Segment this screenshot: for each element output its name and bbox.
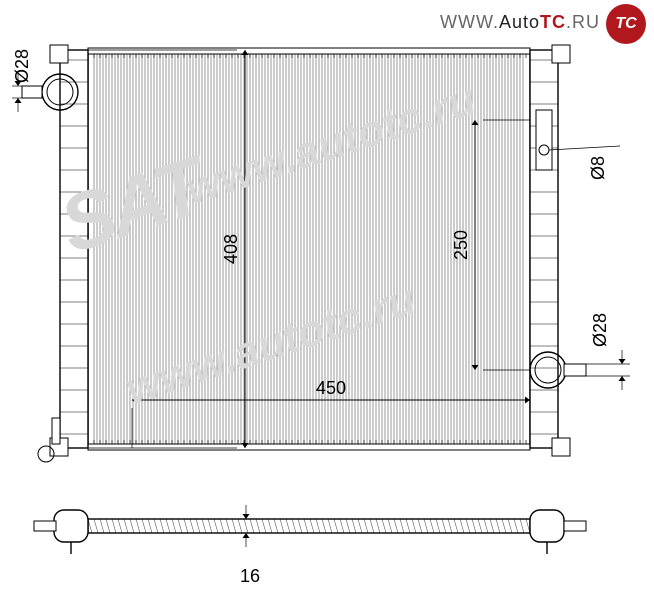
drawing-canvas: 450 408 250 Ø28 Ø28 Ø8 16 xyxy=(0,0,654,600)
watermark-url: WWW.AutoTC.RU xyxy=(440,12,600,33)
svg-text:450: 450 xyxy=(316,378,346,398)
svg-text:250: 250 xyxy=(451,230,471,260)
watermark-logo: TC xyxy=(606,4,646,44)
watermark-logo-text: TC xyxy=(615,15,636,33)
watermark-logo-text-inline: TC xyxy=(540,12,566,32)
watermark-url-suffix: .RU xyxy=(566,12,600,32)
svg-text:Ø28: Ø28 xyxy=(590,313,610,347)
svg-text:16: 16 xyxy=(240,566,260,586)
watermark-url-prefix: WWW. xyxy=(440,12,499,32)
svg-text:Ø28: Ø28 xyxy=(12,49,32,83)
watermark-url-mid: Auto xyxy=(499,12,540,32)
svg-text:Ø8: Ø8 xyxy=(588,156,608,180)
svg-text:408: 408 xyxy=(221,234,241,264)
